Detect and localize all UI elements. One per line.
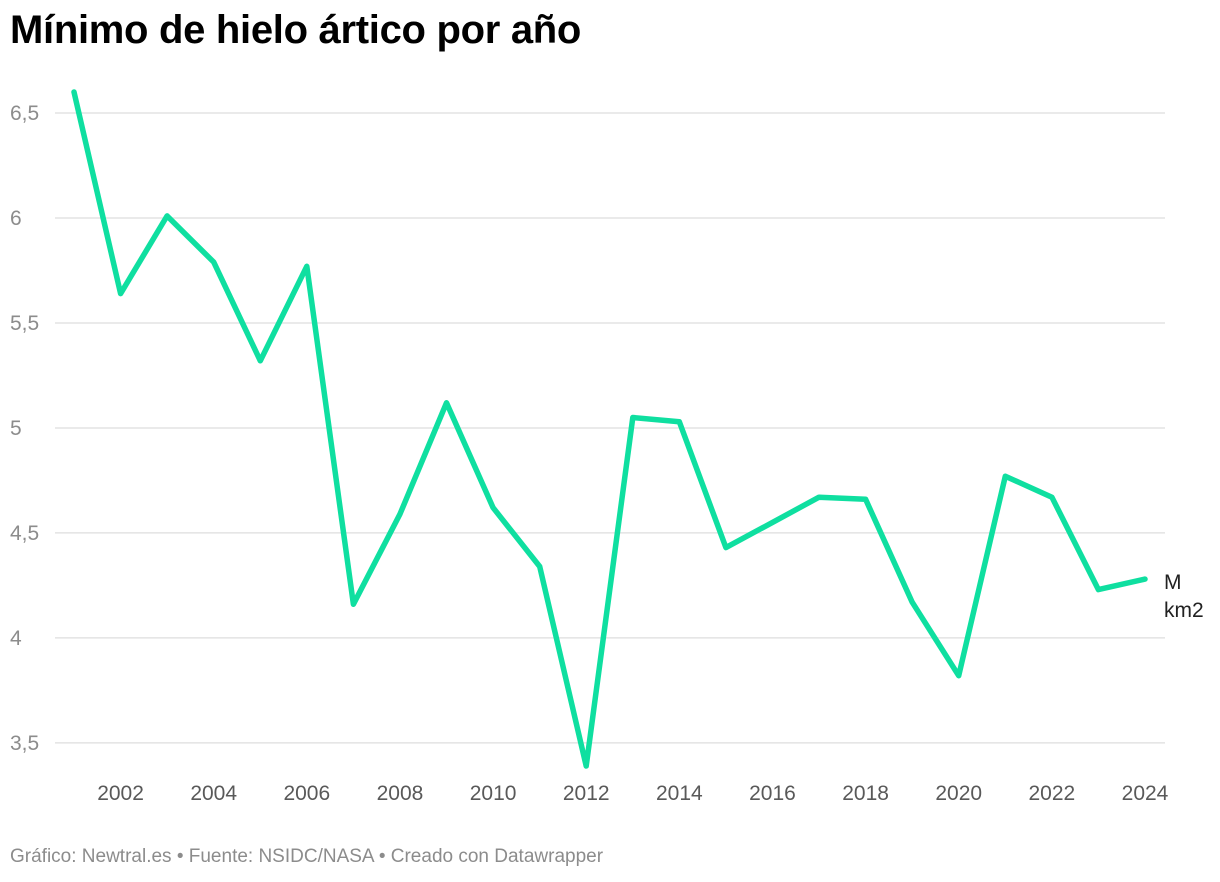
- x-tick-label: 2024: [1122, 782, 1169, 805]
- y-tick-label: 5: [10, 417, 22, 440]
- x-axis-tick-labels: 2002 2004 2006 2008 2010 2012 2014 2016 2018 2020…: [97, 782, 1168, 805]
- series-unit-label: M: [1164, 571, 1182, 594]
- x-tick-label: 2004: [190, 782, 237, 805]
- x-tick-label: 2022: [1029, 782, 1076, 805]
- series-line: [71, 89, 1148, 769]
- y-tick-label: 4,5: [10, 522, 39, 545]
- x-tick-label: 2006: [283, 782, 330, 805]
- y-axis-tick-labels: 3,5 4 4,5 5 5,5 6 6,5: [10, 102, 39, 755]
- x-tick-label: 2008: [377, 782, 424, 805]
- x-tick-label: 2018: [842, 782, 889, 805]
- x-tick-label: 2014: [656, 782, 703, 805]
- y-tick-label: 6,5: [10, 102, 39, 125]
- grid-lines: [55, 112, 1165, 744]
- x-tick-label: 2010: [470, 782, 517, 805]
- x-tick-label: 2020: [935, 782, 982, 805]
- chart-title: Mínimo de hielo ártico por año: [10, 8, 582, 52]
- x-tick-label: 2012: [563, 782, 610, 805]
- y-tick-label: 5,5: [10, 312, 39, 335]
- x-tick-label: 2002: [97, 782, 144, 805]
- y-tick-label: 6: [10, 207, 22, 230]
- x-tick-label: 2016: [749, 782, 796, 805]
- y-tick-label: 4: [10, 627, 22, 650]
- line-chart: 3,5 4 4,5 5 5,5 6 6,5 2002 2004 2006 2008 2010 2012…: [10, 89, 1204, 805]
- chart-footer: Gráfico: Newtral.es • Fuente: NSIDC/NASA…: [10, 846, 604, 867]
- series-unit-label: km2: [1164, 599, 1204, 622]
- y-tick-label: 3,5: [10, 732, 39, 755]
- series-layer: [71, 89, 1148, 769]
